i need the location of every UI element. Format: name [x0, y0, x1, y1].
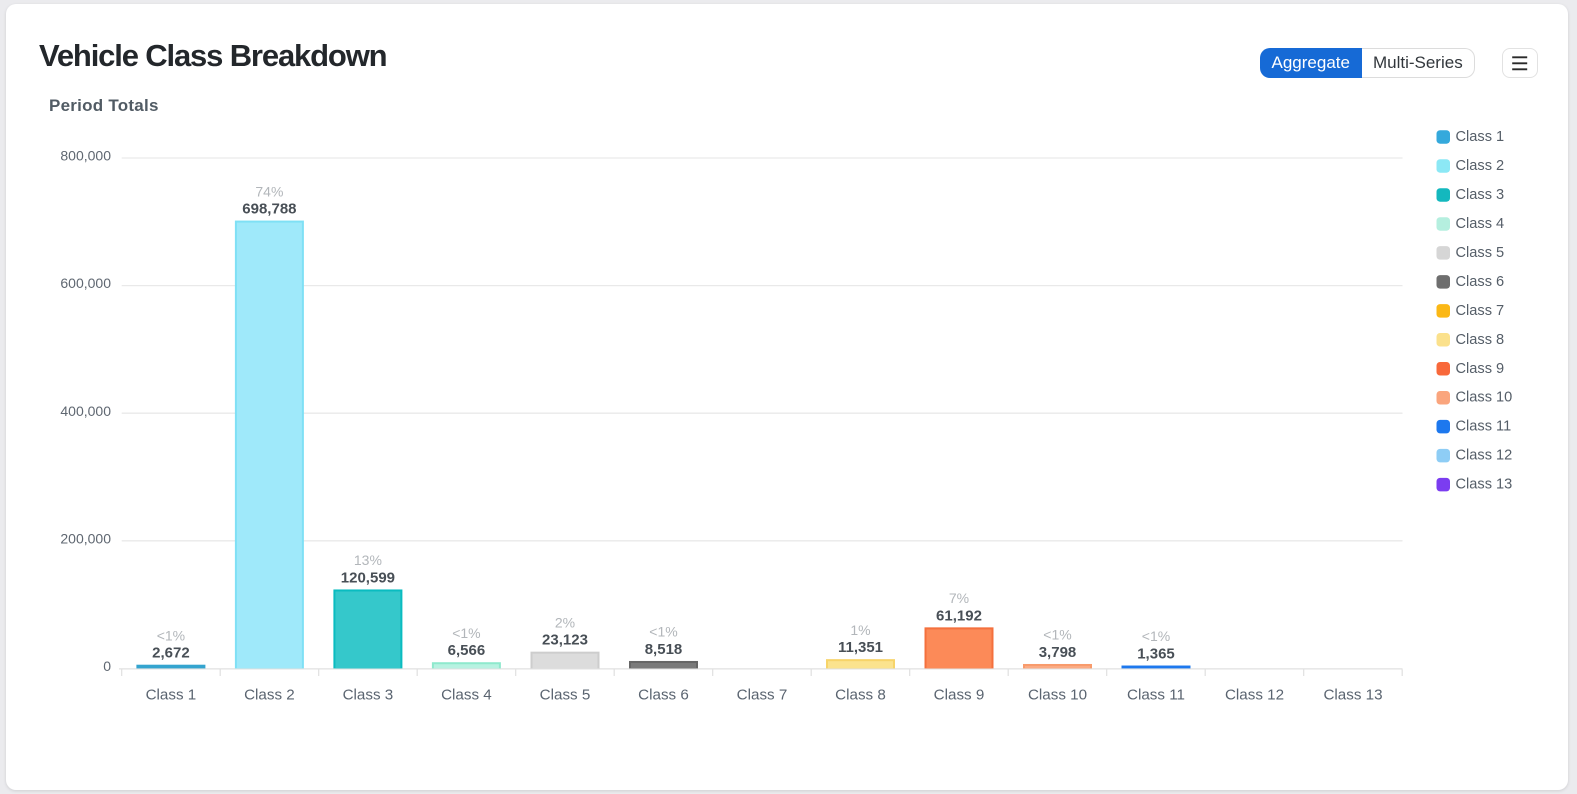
- svg-text:Class 12: Class 12: [1225, 687, 1284, 704]
- svg-text:Class 9: Class 9: [934, 687, 985, 704]
- svg-text:200,000: 200,000: [60, 530, 111, 546]
- svg-text:61,192: 61,192: [936, 607, 982, 624]
- svg-text:Class 10: Class 10: [1456, 390, 1513, 406]
- svg-text:Class 1: Class 1: [146, 687, 197, 704]
- svg-text:7%: 7%: [949, 590, 969, 606]
- svg-text:<1%: <1%: [452, 625, 480, 641]
- svg-text:<1%: <1%: [157, 627, 185, 643]
- svg-text:2,672: 2,672: [152, 645, 190, 662]
- svg-text:0: 0: [103, 658, 111, 674]
- svg-text:3,798: 3,798: [1039, 644, 1077, 661]
- svg-text:400,000: 400,000: [60, 403, 111, 419]
- svg-text:Class 13: Class 13: [1456, 477, 1513, 493]
- svg-text:<1%: <1%: [649, 624, 677, 640]
- svg-text:<1%: <1%: [1043, 627, 1071, 643]
- svg-text:Class 11: Class 11: [1456, 419, 1512, 435]
- svg-text:Class 6: Class 6: [1456, 274, 1505, 290]
- svg-text:13%: 13%: [354, 552, 382, 568]
- svg-text:Class 8: Class 8: [1456, 332, 1505, 348]
- svg-text:Class 5: Class 5: [1456, 245, 1505, 261]
- svg-text:Class 9: Class 9: [1456, 361, 1505, 377]
- svg-text:Class 2: Class 2: [1456, 158, 1505, 174]
- svg-text:1%: 1%: [850, 622, 870, 638]
- svg-text:Class 11: Class 11: [1127, 687, 1185, 704]
- svg-text:Class 7: Class 7: [737, 687, 788, 704]
- svg-text:11,351: 11,351: [838, 639, 883, 656]
- svg-text:120,599: 120,599: [341, 570, 395, 587]
- svg-text:Class 3: Class 3: [1456, 187, 1505, 203]
- svg-text:23,123: 23,123: [542, 632, 588, 649]
- svg-text:<1%: <1%: [1142, 628, 1170, 644]
- svg-text:74%: 74%: [255, 183, 283, 199]
- svg-text:Class 8: Class 8: [835, 687, 886, 704]
- svg-text:Class 5: Class 5: [540, 687, 591, 704]
- svg-text:600,000: 600,000: [60, 275, 111, 291]
- svg-text:6,566: 6,566: [448, 642, 486, 659]
- svg-text:2%: 2%: [555, 614, 575, 630]
- svg-text:Class 1: Class 1: [1456, 129, 1505, 145]
- svg-text:Class 12: Class 12: [1456, 448, 1513, 464]
- svg-text:Class 7: Class 7: [1456, 303, 1505, 319]
- svg-text:8,518: 8,518: [645, 641, 683, 658]
- svg-text:Class 4: Class 4: [441, 687, 492, 704]
- svg-text:Class 2: Class 2: [244, 687, 295, 704]
- svg-text:1,365: 1,365: [1137, 646, 1175, 663]
- svg-text:698,788: 698,788: [242, 201, 296, 218]
- svg-text:Class 10: Class 10: [1028, 687, 1087, 704]
- svg-text:800,000: 800,000: [60, 148, 111, 164]
- svg-text:Class 4: Class 4: [1456, 216, 1505, 232]
- svg-text:Class 6: Class 6: [638, 687, 689, 704]
- svg-text:Class 3: Class 3: [343, 687, 394, 704]
- svg-text:Class 13: Class 13: [1323, 687, 1382, 704]
